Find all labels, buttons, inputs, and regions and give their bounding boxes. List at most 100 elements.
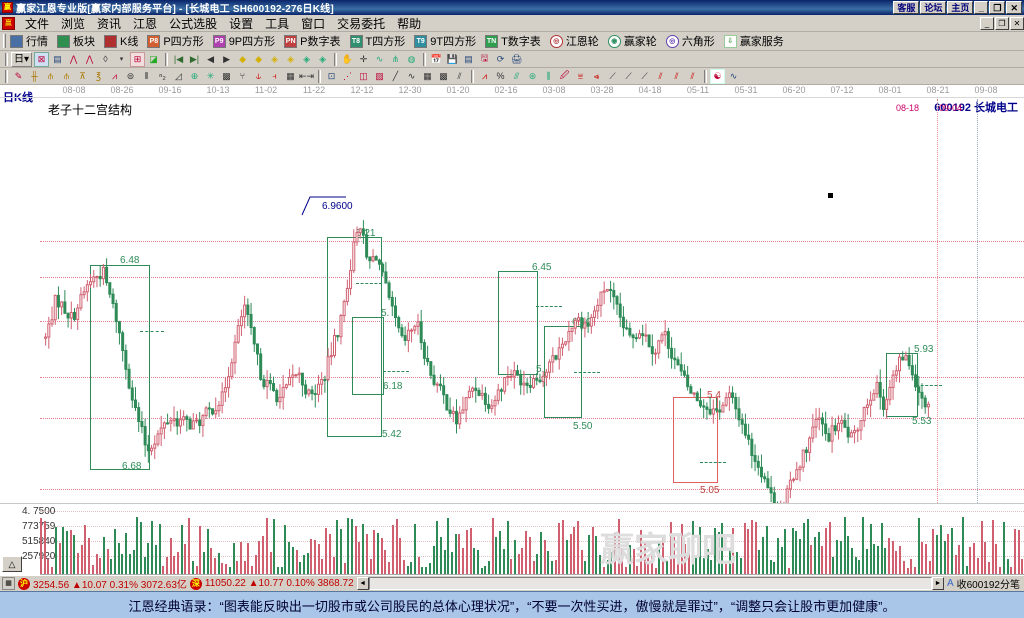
menu-item-tools[interactable]: 工具 xyxy=(265,16,290,31)
triangle-icon[interactable]: ◿ xyxy=(175,70,182,81)
grid3-icon[interactable]: ▩ xyxy=(439,70,448,81)
trendline-icon[interactable]: ╱ xyxy=(392,70,399,81)
menu-item-help[interactable]: 帮助 xyxy=(397,16,422,31)
shortcut-9p-square[interactable]: P9 9P四方形 xyxy=(212,33,275,49)
refresh-icon[interactable]: ⟳ xyxy=(496,53,505,64)
fib-red-1-icon[interactable]: ⩸ xyxy=(577,70,584,81)
text-tool-icon[interactable]: 🖉 xyxy=(559,70,570,80)
crosshair-tool-icon[interactable]: ✛ xyxy=(359,53,368,64)
frame-icon[interactable]: ⊡ xyxy=(327,70,336,81)
toolbar-grip[interactable] xyxy=(3,34,6,48)
gann-box-4[interactable] xyxy=(498,271,538,375)
gann-grid-icon[interactable]: ╫ xyxy=(31,71,38,81)
prev-icon[interactable]: ◀ xyxy=(207,53,214,64)
mdi-close-button[interactable]: ✕ xyxy=(1010,16,1024,30)
report-icon[interactable]: ▤ xyxy=(53,53,62,64)
fan-tool-icon[interactable]: ⋔ xyxy=(391,53,400,64)
gann-angle-icon[interactable]: ⊼ xyxy=(79,70,86,81)
shortcut-t-square[interactable]: T8 T四方形 xyxy=(349,33,405,49)
angle-red-1-icon[interactable]: ⫽ xyxy=(658,70,663,81)
print-icon[interactable]: 🖨 xyxy=(510,53,523,64)
chart-color-icon[interactable]: ◪ xyxy=(149,53,158,64)
angle-red-2-icon[interactable]: ⫽ xyxy=(674,70,679,81)
grid-lines-icon[interactable]: ⫴ xyxy=(144,70,149,81)
shortcut-9t-square[interactable]: T9 9T四方形 xyxy=(414,33,476,49)
menu-item-file[interactable]: 文件 xyxy=(25,16,50,31)
gann-box-icon[interactable]: ⊞ xyxy=(130,51,146,67)
matrix-icon[interactable]: ▦ xyxy=(286,70,295,81)
shortcut-hexagon[interactable]: ◎ 六角形 xyxy=(665,33,715,49)
hand-tool-icon[interactable]: ✋ xyxy=(341,53,354,64)
gold-ratio-icon[interactable]: ⊛ xyxy=(528,70,537,81)
channel-icon[interactable]: ⑂ xyxy=(239,71,246,81)
gann-fan-1-icon[interactable]: ⫛ xyxy=(47,70,54,81)
target-icon[interactable]: ⊕ xyxy=(190,70,199,81)
candle-caret-icon[interactable]: ▾ xyxy=(119,56,124,63)
fib-icon[interactable]: ⫼ xyxy=(546,70,551,81)
gann-diamond-6-icon[interactable]: ◈ xyxy=(319,53,326,64)
price-chart-panel[interactable]: 日K线 08-08 08-26 09-16 10-13 11-02 11-22 … xyxy=(0,85,1024,503)
grid2-icon[interactable]: ▦ xyxy=(423,70,432,81)
zigzag-icon[interactable]: ⫽ xyxy=(457,70,462,81)
gann-diamond-4-icon[interactable]: ◈ xyxy=(287,53,294,64)
shortcut-gann-wheel[interactable]: ◎ 江恩轮 xyxy=(549,33,599,49)
gann-arc-icon[interactable]: ℥ xyxy=(95,70,102,81)
ratio-icon[interactable]: ⫻ xyxy=(513,70,520,81)
gann-fan-2-icon[interactable]: ⫛ xyxy=(63,70,70,81)
scroll-right-button[interactable]: ► xyxy=(931,577,944,590)
gann-box-6[interactable] xyxy=(673,397,718,483)
ellipse-icon[interactable]: ⊜ xyxy=(126,70,135,81)
menu-item-formula-screen[interactable]: 公式选股 xyxy=(169,16,218,31)
scroll-track[interactable] xyxy=(368,577,932,590)
list-icon[interactable]: ▤ xyxy=(464,53,473,64)
homepage-button[interactable]: 主页 xyxy=(947,1,974,14)
shortcut-quotes[interactable]: 行情 xyxy=(10,33,48,49)
shortcut-winner-service[interactable]: ⇩ 赢家服务 xyxy=(723,33,784,49)
speed-line-icon[interactable]: ⩘ xyxy=(111,70,118,81)
double-arrow-icon[interactable]: ⇤⇥ xyxy=(298,70,315,81)
gann-diamond-5-icon[interactable]: ◈ xyxy=(303,53,310,64)
menu-item-browse[interactable]: 浏览 xyxy=(61,16,86,31)
menu-item-trade-order[interactable]: 交易委托 xyxy=(337,16,386,31)
square-root-icon[interactable]: ⁿ₂ xyxy=(159,71,166,81)
fib-red-2-icon[interactable]: ⩹ xyxy=(593,70,600,81)
forum-button[interactable]: 论坛 xyxy=(920,1,947,14)
percent-line-icon[interactable]: ⩘ xyxy=(481,70,488,81)
magnet-icon[interactable]: ∿ xyxy=(729,70,738,81)
candle-icon[interactable]: ◊ xyxy=(103,54,108,64)
pen-icon[interactable]: ✎ xyxy=(14,70,23,81)
crosshair-toggle-icon[interactable]: ⊠ xyxy=(34,51,50,67)
period-dropdown[interactable]: 日▾ xyxy=(11,51,33,67)
minimize-button[interactable]: _ xyxy=(974,1,989,14)
grid-view-icon[interactable]: ▦ xyxy=(2,577,15,590)
next-icon[interactable]: ▶ xyxy=(223,53,230,64)
kline-style-b-icon[interactable]: ⋀ xyxy=(85,53,94,64)
red-grid-2-icon[interactable]: ⫞ xyxy=(272,70,277,81)
gann-box-3[interactable] xyxy=(352,317,384,395)
red-grid-1-icon[interactable]: ⫝ xyxy=(255,70,262,81)
star-icon[interactable]: ✳ xyxy=(206,70,215,81)
shortcut-winner-wheel[interactable]: ◉ 赢家轮 xyxy=(607,33,657,49)
mdi-minimize-button[interactable]: _ xyxy=(980,16,994,30)
menu-item-settings[interactable]: 设置 xyxy=(229,16,254,31)
customer-service-button[interactable]: 客服 xyxy=(893,1,920,14)
last-page-icon[interactable]: ▶| xyxy=(189,53,200,64)
export-icon[interactable]: 🖫 xyxy=(480,53,489,63)
wave-icon[interactable]: ∿ xyxy=(407,70,416,81)
save-icon[interactable]: 💾 xyxy=(446,53,459,64)
menu-item-gann[interactable]: 江恩 xyxy=(133,16,158,31)
angle-1-icon[interactable]: ⟋ xyxy=(609,70,616,81)
expand-panel-button[interactable]: △ xyxy=(2,556,22,572)
cycle-tool-icon[interactable]: ◍ xyxy=(407,53,416,64)
mdi-restore-button[interactable]: ❐ xyxy=(995,16,1009,30)
menu-item-window[interactable]: 窗口 xyxy=(301,16,326,31)
pattern-icon[interactable]: ▨ xyxy=(375,70,384,81)
cursor-marker[interactable] xyxy=(828,193,833,198)
angle-2-icon[interactable]: ⟋ xyxy=(625,70,632,81)
gann-box-7[interactable] xyxy=(886,353,918,417)
percent-icon[interactable]: % xyxy=(496,71,505,81)
kline-style-a-icon[interactable]: ⋀ xyxy=(69,53,78,64)
gann-diamond-3-icon[interactable]: ◈ xyxy=(271,53,278,64)
shortcut-sectors[interactable]: 板块 xyxy=(57,33,95,49)
status-scrollbar[interactable]: ◄ ► xyxy=(356,577,944,591)
